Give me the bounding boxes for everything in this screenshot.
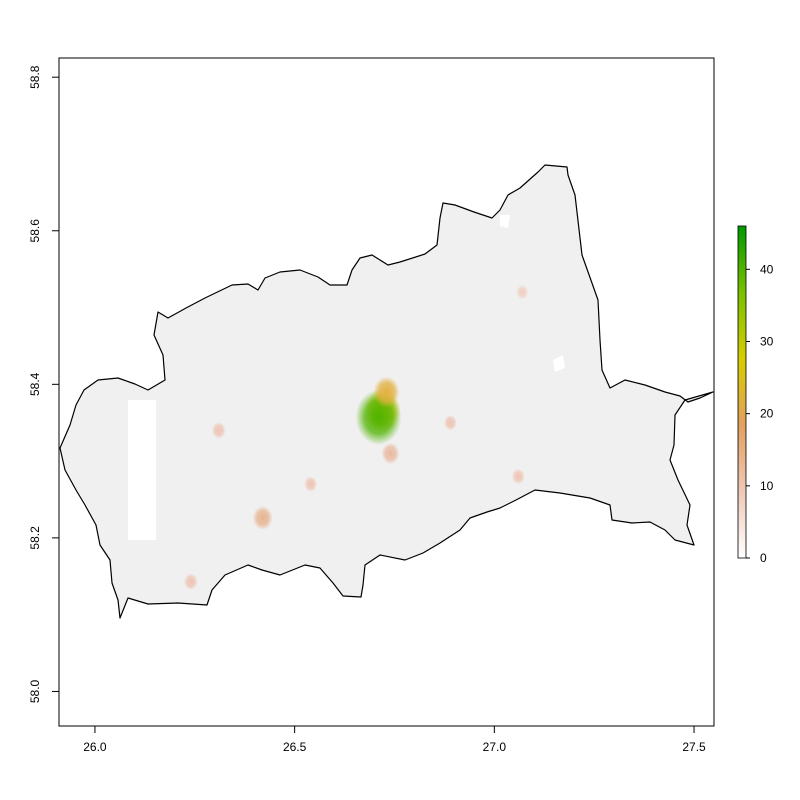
legend-tick-label: 40 — [760, 262, 774, 276]
y-tick-label: 58.2 — [28, 526, 42, 550]
legend-tick-label: 30 — [760, 334, 774, 348]
gap-east-notch — [553, 355, 565, 372]
hotspot-west-spot — [211, 421, 226, 439]
y-tick-label: 58.6 — [28, 219, 42, 243]
hotspot-south-cluster — [381, 442, 400, 465]
y-tick-label: 58.0 — [28, 679, 42, 703]
y-tick-group: 58.0 58.2 58.4 58.6 58.8 — [28, 65, 59, 703]
y-axis: 58.0 58.2 58.4 58.6 58.8 — [28, 65, 59, 703]
hotspot-north-cluster — [373, 376, 400, 408]
gap-west-strip — [128, 400, 156, 540]
gap-northeast-notch — [500, 215, 510, 228]
y-tick-label: 58.4 — [28, 372, 42, 396]
x-tick-group: 26.0 26.5 27.0 27.5 — [83, 726, 706, 754]
legend-tick-label: 0 — [760, 551, 767, 565]
legend-tick-label: 10 — [760, 479, 774, 493]
hotspot-east-spot — [443, 414, 457, 431]
hotspot-layer — [183, 284, 529, 591]
hotspot-far-east-spot — [511, 468, 525, 485]
x-tick-label: 26.0 — [83, 740, 107, 754]
x-axis: 26.0 26.5 27.0 27.5 — [83, 726, 706, 754]
legend: 0 10 20 30 40 — [737, 225, 774, 565]
legend-colorbar — [737, 225, 747, 559]
x-tick-label: 26.5 — [283, 740, 307, 754]
white-gaps — [128, 215, 565, 540]
x-tick-label: 27.5 — [682, 740, 706, 754]
legend-tick-label: 20 — [760, 407, 774, 421]
hotspot-south-west-spot — [183, 573, 198, 591]
hotspot-mid-south-spot — [304, 476, 318, 492]
x-tick-label: 27.0 — [483, 740, 507, 754]
hotspot-northeast-spot — [516, 284, 529, 300]
y-tick-label: 58.8 — [28, 65, 42, 89]
legend-tick-group: 0 10 20 30 40 — [746, 262, 774, 565]
hotspot-southwest-cluster — [252, 505, 273, 530]
